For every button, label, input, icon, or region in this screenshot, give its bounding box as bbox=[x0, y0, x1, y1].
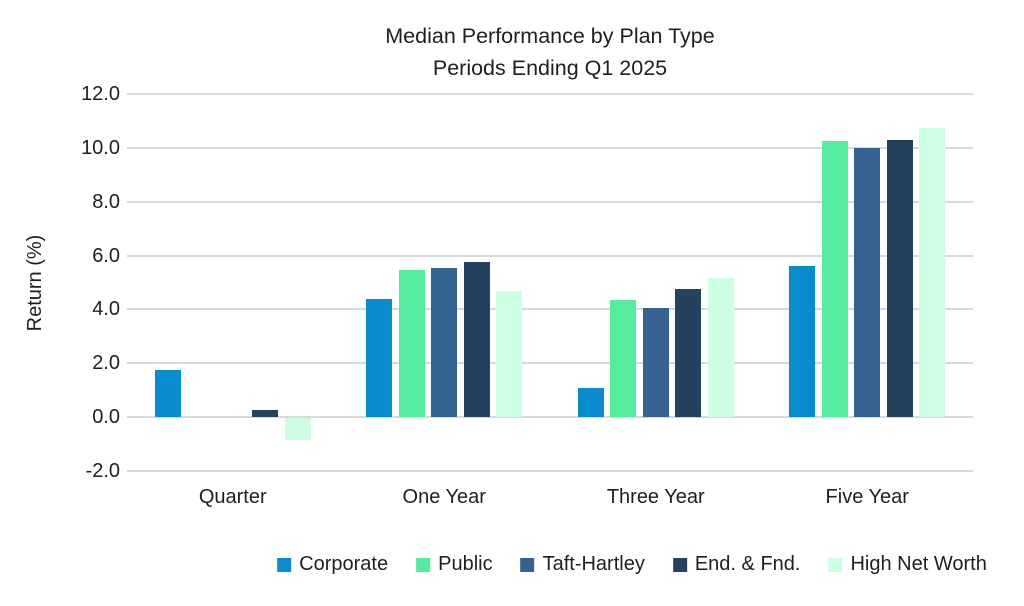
legend-swatch-taft-hartley bbox=[520, 557, 535, 572]
bar-public-one-year bbox=[398, 270, 425, 418]
legend-label: Corporate bbox=[299, 553, 389, 575]
bar-end-fnd-one-year bbox=[463, 262, 490, 418]
bar-end-fnd-five-year bbox=[886, 139, 913, 418]
gridline-10.0 bbox=[127, 146, 973, 149]
legend: Corporate Public Taft-Hartley End. & Fnd. Hi… bbox=[277, 553, 987, 576]
legend-swatch-corporate bbox=[277, 557, 292, 572]
bar-end-fnd-three-year bbox=[675, 289, 702, 418]
legend-item-high-net-worth: High Net Worth bbox=[828, 553, 987, 576]
y-tick-label: 12.0 bbox=[81, 83, 120, 105]
bar-high-net-worth-quarter bbox=[284, 418, 311, 440]
gridline-2.0 bbox=[127, 362, 973, 365]
bar-high-net-worth-three-year bbox=[707, 278, 734, 418]
bar-corporate-one-year bbox=[366, 298, 393, 418]
bar-taft-hartley-three-year bbox=[642, 308, 669, 418]
legend-swatch-high-net-worth bbox=[828, 557, 843, 572]
y-tick-label: 6.0 bbox=[92, 244, 120, 267]
gridline-0.0 bbox=[127, 416, 973, 419]
bar-high-net-worth-one-year bbox=[496, 290, 523, 418]
legend-label: End. & Fnd. bbox=[694, 553, 801, 575]
legend-label: Taft-Hartley bbox=[542, 553, 645, 575]
chart-title: Median Performance by Plan Type Periods … bbox=[127, 20, 973, 84]
y-tick-label: 10.0 bbox=[81, 136, 120, 159]
legend-label: High Net Worth bbox=[850, 553, 987, 575]
chart-title-line1: Median Performance by Plan Type bbox=[385, 24, 715, 48]
y-axis-title-text: Return (%) bbox=[24, 234, 46, 332]
y-tick-label: -2.0 bbox=[85, 460, 120, 482]
x-axis-label-quarter: Quarter bbox=[198, 486, 267, 508]
bar-corporate-five-year bbox=[789, 266, 816, 418]
bar-taft-hartley-one-year bbox=[431, 267, 458, 418]
bar-corporate-quarter bbox=[154, 370, 181, 418]
gridline-6.0 bbox=[127, 254, 973, 257]
legend-item-taft-hartley: Taft-Hartley bbox=[520, 553, 645, 576]
legend-item-corporate: Corporate bbox=[277, 553, 388, 576]
bar-taft-hartley-five-year bbox=[854, 147, 881, 418]
bar-corporate-three-year bbox=[577, 387, 604, 418]
legend-swatch-public bbox=[416, 557, 431, 572]
legend-item-end-fnd: End. & Fnd. bbox=[672, 553, 801, 576]
bar-high-net-worth-five-year bbox=[919, 127, 946, 418]
gridline-8.0 bbox=[127, 200, 973, 203]
bar-end-fnd-quarter bbox=[252, 410, 279, 418]
x-axis-label-one-year: One Year bbox=[402, 486, 486, 508]
y-tick-label: 0.0 bbox=[92, 406, 120, 429]
chart-title-line2: Periods Ending Q1 2025 bbox=[432, 56, 668, 80]
legend-label: Public bbox=[438, 553, 493, 575]
x-axis-label-three-year: Three Year bbox=[606, 486, 705, 508]
gridline--2.0 bbox=[127, 470, 973, 472]
y-tick-label: 8.0 bbox=[92, 190, 120, 213]
gridline-4.0 bbox=[127, 308, 973, 311]
bar-public-five-year bbox=[821, 141, 848, 418]
legend-item-public: Public bbox=[416, 553, 493, 576]
y-tick-label: 2.0 bbox=[92, 352, 120, 375]
gridline-12.0 bbox=[127, 93, 973, 95]
y-tick-label: 4.0 bbox=[92, 298, 120, 321]
x-axis-label-five-year: Five Year bbox=[825, 486, 909, 508]
bar-public-three-year bbox=[610, 300, 637, 418]
legend-swatch-end-fnd bbox=[672, 557, 687, 572]
